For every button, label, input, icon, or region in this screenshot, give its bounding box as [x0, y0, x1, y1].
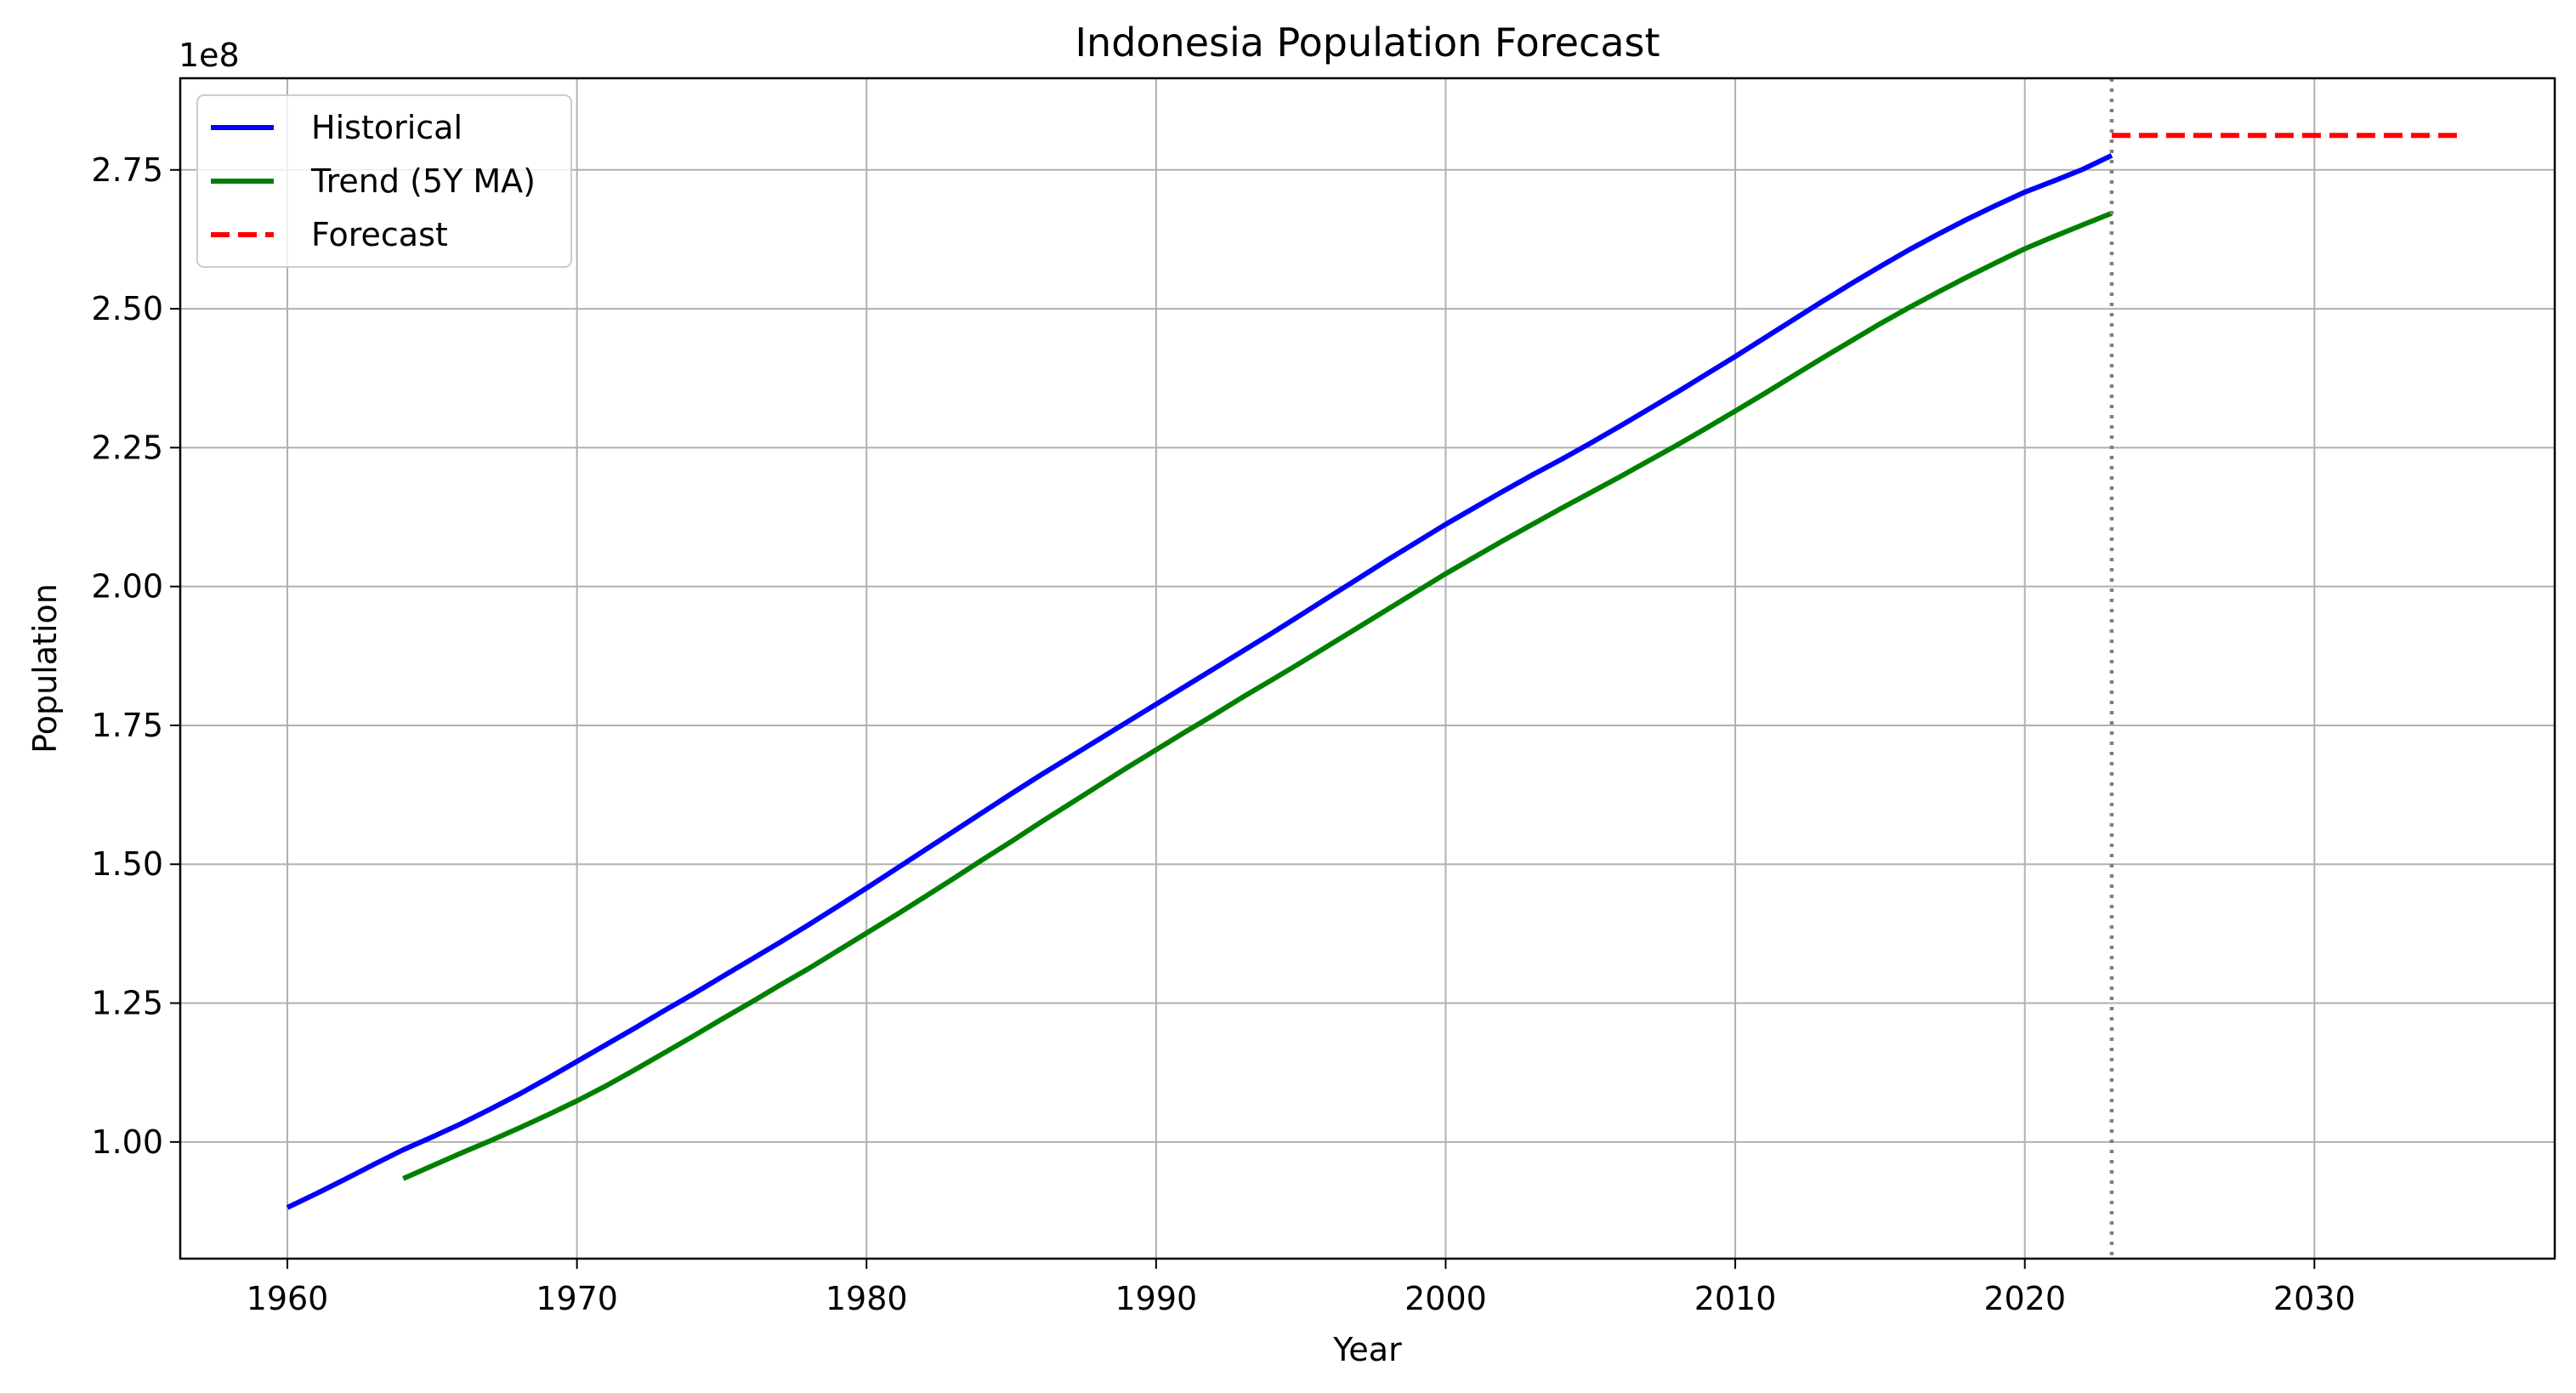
series-layer: [286, 78, 2460, 1259]
x-tick-label: 2000: [1404, 1280, 1487, 1317]
plot-frame: [179, 77, 2556, 1260]
series-line-historical: [286, 153, 2114, 1210]
grid: [180, 78, 2555, 1259]
x-tick-label: 1960: [247, 1280, 329, 1317]
x-tick-label: 1970: [536, 1280, 618, 1317]
y-tick-label: 2.75: [91, 151, 163, 189]
legend-label: Trend (5Y MA): [310, 162, 536, 200]
legend-label: Historical: [311, 109, 462, 146]
y-offset-label: 1e8: [179, 37, 240, 74]
x-tick-label: 1990: [1115, 1280, 1197, 1317]
x-tick-label: 2020: [1983, 1280, 2066, 1317]
y-tick-label: 1.25: [91, 985, 163, 1022]
legend-box: [196, 94, 572, 268]
x-axis-title: Year: [1332, 1331, 1402, 1368]
y-tick-label: 2.25: [91, 429, 163, 466]
x-tick-label: 2030: [2273, 1280, 2356, 1317]
y-tick-label: 1.00: [91, 1123, 163, 1161]
y-tick-label: 1.50: [91, 845, 163, 883]
series-line-trend-5y-ma: [402, 210, 2114, 1181]
y-tick-label: 2.00: [91, 568, 163, 606]
ticks: 1960 1970 1980 1990 2000 2010 2020 2030 1.00 1.25…: [91, 151, 2355, 1317]
y-axis-title: Population: [26, 583, 64, 753]
x-tick-label: 2010: [1694, 1280, 1777, 1317]
y-tick-label: 2.50: [91, 290, 163, 327]
legend: Historical Trend (5Y MA) Forecast: [196, 94, 572, 268]
chart-title: Indonesia Population Forecast: [1075, 20, 1660, 65]
x-tick-label: 1980: [826, 1280, 908, 1317]
y-tick-label: 1.75: [91, 707, 163, 744]
legend-label: Forecast: [311, 216, 448, 253]
